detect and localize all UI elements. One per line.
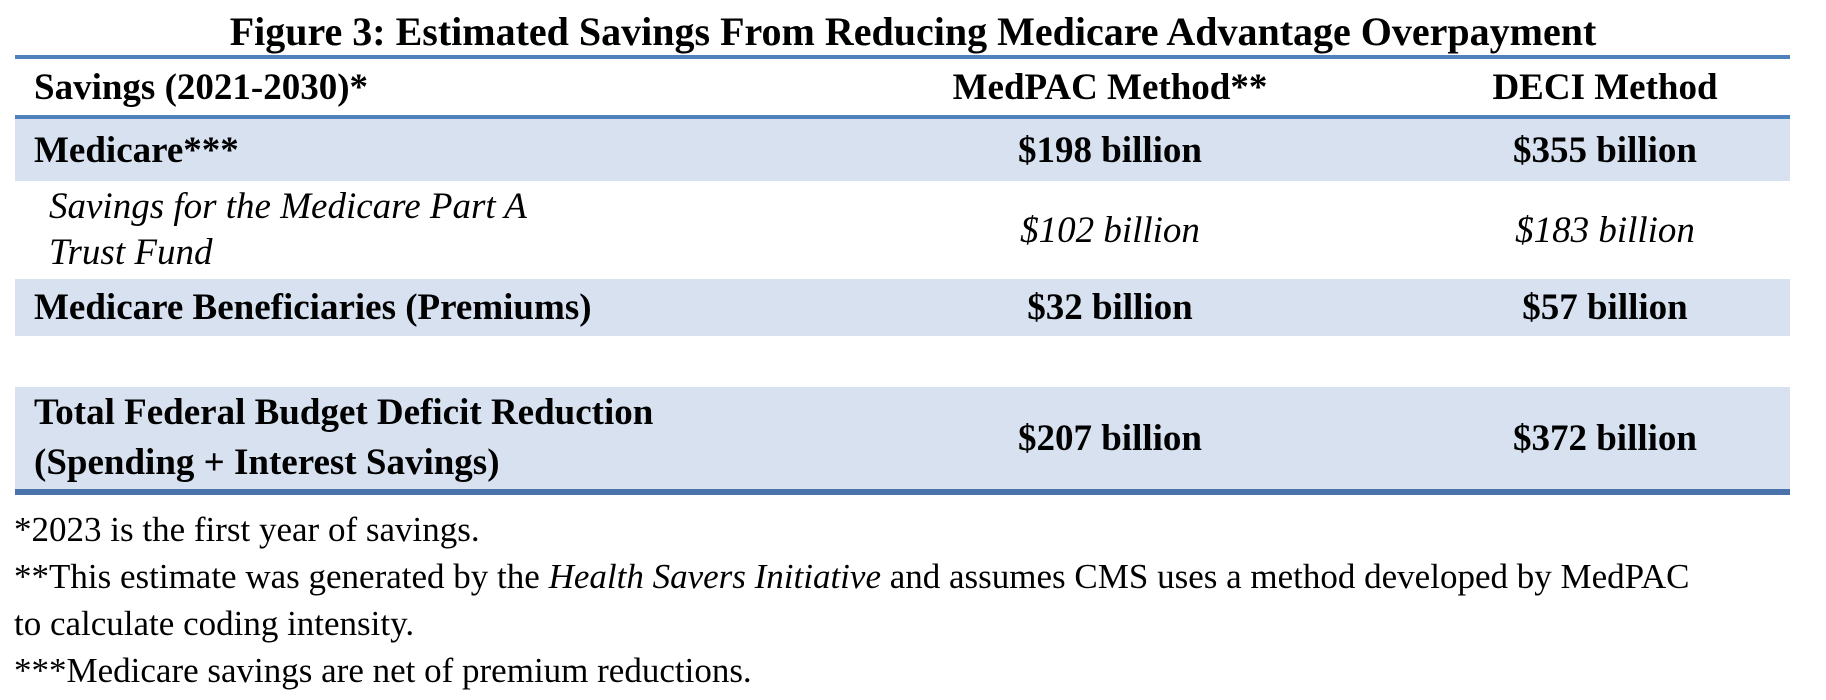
table-row-part-a-trust-fund: Savings for the Medicare Part A Trust Fu… [15, 181, 1790, 279]
row-label-total-deficit-reduction: Total Federal Budget Deficit Reduction (… [34, 392, 654, 483]
beneficiaries-medpac-value: $32 billion [1027, 287, 1193, 328]
savings-table: Savings (2021-2030)* MedPAC Method** DEC… [15, 55, 1790, 495]
footnote-estimate-method: **This estimate was generated by the Hea… [14, 557, 1690, 643]
part-a-medpac-value: $102 billion [1020, 209, 1200, 251]
table-row-medicare: Medicare*** $198 billion $355 billion [15, 119, 1790, 181]
medicare-deci-value: $355 billion [1512, 129, 1698, 171]
total-deci-value: $372 billion [1512, 417, 1698, 459]
footnote-italic-phrase: Health Savers Initiative [548, 557, 881, 596]
medicare-medpac-value: $198 billion [1017, 129, 1203, 171]
row-label-medicare: Medicare*** [34, 129, 239, 171]
table-spacer-row [15, 336, 1790, 387]
table-row-total-deficit-reduction: Total Federal Budget Deficit Reduction (… [15, 387, 1790, 495]
row-label-part-a-trust-fund: Savings for the Medicare Part A Trust Fu… [49, 186, 527, 273]
total-medpac-value: $207 billion [1017, 417, 1203, 459]
footnote-first-year: *2023 is the first year of savings. [14, 510, 480, 549]
table-header-row: Savings (2021-2030)* MedPAC Method** DEC… [15, 59, 1790, 119]
part-a-deci-value: $183 billion [1515, 209, 1695, 251]
row-label-beneficiaries: Medicare Beneficiaries (Premiums) [34, 287, 592, 328]
footnote-net-premium: ***Medicare savings are net of premium r… [14, 651, 752, 690]
header-savings-period: Savings (2021-2030)* [34, 66, 369, 108]
header-medpac-method: MedPAC Method** [952, 66, 1268, 108]
beneficiaries-deci-value: $57 billion [1522, 287, 1688, 328]
figure-title: Figure 3: Estimated Savings From Reducin… [229, 9, 1597, 54]
header-deci-method: DECI Method [1492, 66, 1718, 108]
footnotes: *2023 is the first year of savings. **Th… [14, 506, 1818, 694]
table-row-beneficiaries: Medicare Beneficiaries (Premiums) $32 bi… [15, 279, 1790, 336]
